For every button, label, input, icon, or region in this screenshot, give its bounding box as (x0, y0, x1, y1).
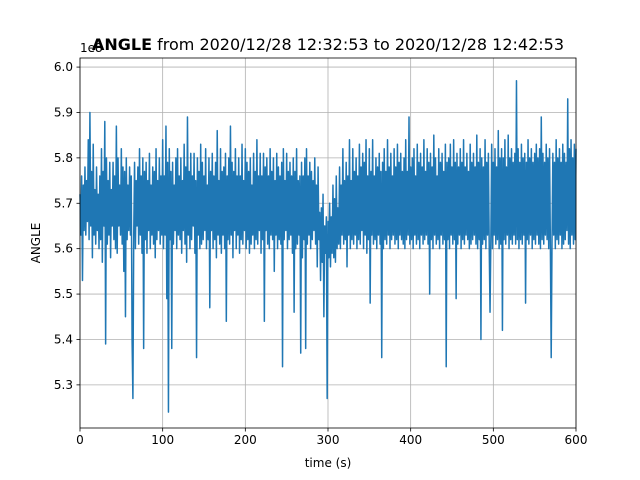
y-tick-label: 5.3 (54, 378, 73, 392)
chart-title-rest: from 2020/12/28 12:32:53 to 2020/12/28 1… (152, 35, 564, 54)
chart-title: ANGLE from 2020/12/28 12:32:53 to 2020/1… (92, 35, 564, 54)
y-axis-label: ANGLE (29, 223, 43, 264)
y-tick-label: 5.9 (54, 105, 73, 119)
x-tick-label: 600 (565, 433, 588, 447)
x-axis-label: time (s) (305, 456, 352, 470)
x-tick-label: 0 (76, 433, 84, 447)
chart-title-bold: ANGLE (92, 35, 152, 54)
x-tick-label: 100 (151, 433, 174, 447)
x-axis-ticks: 0 100 200 300 400 500 600 (76, 428, 587, 447)
plot-area: 0 100 200 300 400 500 600 5.35.45.55.65.75.85.… (54, 57, 587, 447)
y-axis-ticks: 5.3 5.4 5.5 5.6 5.7 5.8 5.9 6.0 (54, 60, 80, 392)
x-tick-label: 500 (482, 433, 505, 447)
y-offset-label: 1e8 (80, 41, 103, 55)
series-line (79, 79, 577, 413)
y-tick-label: 5.6 (54, 242, 73, 256)
y-tick-label: 5.4 (54, 332, 73, 346)
y-tick-label: 5.8 (54, 151, 73, 165)
x-tick-label: 400 (399, 433, 422, 447)
series-layer (79, 79, 577, 413)
y-tick-label: 5.7 (54, 196, 73, 210)
x-tick-label: 300 (317, 433, 340, 447)
y-tick-label: 6.0 (54, 60, 73, 74)
x-tick-label: 200 (234, 433, 257, 447)
y-tick-label: 5.5 (54, 287, 73, 301)
